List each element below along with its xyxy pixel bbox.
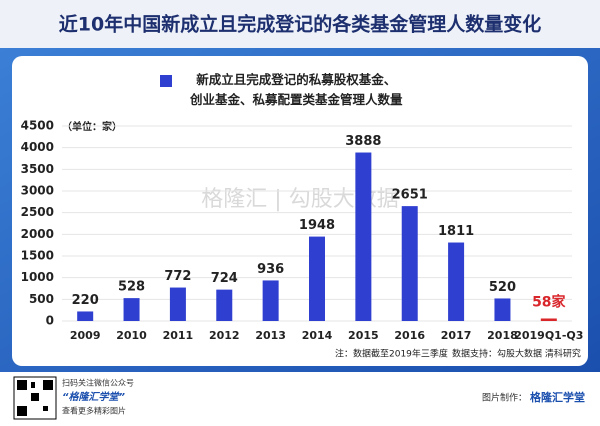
qr-code — [13, 376, 57, 420]
bar — [494, 298, 511, 321]
value-label: 520 — [489, 280, 516, 295]
y-tick-label: 3500 — [21, 162, 54, 176]
maker-label: 图片制作： — [482, 392, 527, 404]
bar — [216, 289, 233, 321]
x-tick-label: 2014 — [302, 329, 333, 342]
value-label: 1811 — [438, 224, 474, 239]
legend-label: 新成立且完成登记的私募股权基金、 创业基金、私募配置类基金管理人数量 — [190, 72, 403, 107]
footer-bg — [0, 372, 600, 426]
value-label: 528 — [118, 280, 145, 295]
y-tick-label: 1000 — [21, 270, 54, 284]
bar — [169, 287, 186, 321]
value-label: 2651 — [392, 188, 428, 203]
bar — [448, 242, 465, 321]
more: 查看更多精彩图片 — [62, 406, 126, 416]
value-label: 58家 — [532, 293, 566, 310]
value-label: 1948 — [299, 218, 335, 233]
value-label: 724 — [211, 271, 238, 286]
qr-caption: 扫码关注微信公众号 — [62, 378, 134, 388]
x-tick-label: 2018 — [487, 329, 518, 342]
y-tick-label: 4000 — [21, 140, 54, 154]
y-tick-label: 2000 — [21, 227, 54, 241]
x-tick-label: 2017 — [441, 329, 472, 342]
x-tick-label: 2009 — [70, 329, 101, 342]
x-tick-label: 2010 — [116, 329, 147, 342]
y-tick-label: 2500 — [21, 205, 54, 219]
bar — [262, 280, 279, 321]
bar — [401, 206, 418, 321]
x-tick-label: 2019Q1-Q3 — [514, 329, 583, 342]
y-tick-label: 1500 — [21, 249, 54, 263]
header-bg — [0, 0, 600, 48]
x-tick-label: 2015 — [348, 329, 379, 342]
legend-swatch — [160, 75, 172, 87]
card — [12, 56, 588, 366]
maker: 格隆汇学堂 — [530, 390, 585, 404]
account: “格隆汇学堂” — [62, 391, 125, 403]
x-tick-label: 2013 — [255, 329, 286, 342]
y-tick-label: 0 — [46, 314, 54, 328]
value-label: 772 — [164, 269, 191, 284]
chart-title: 近10年中国新成立且完成登记的各类基金管理人数量变化 — [59, 13, 541, 36]
note: 注：数据截至2019年三季度 — [335, 348, 448, 360]
bar — [355, 152, 372, 321]
bar — [123, 298, 140, 321]
value-label: 936 — [257, 262, 284, 277]
y-tick-label: 3000 — [21, 184, 54, 198]
value-label: 3888 — [345, 134, 381, 149]
y-tick-label: 500 — [29, 292, 54, 306]
x-tick-label: 2011 — [163, 329, 194, 342]
value-label: 220 — [72, 293, 99, 308]
bar — [540, 318, 557, 321]
x-tick-label: 2016 — [394, 329, 425, 342]
bar — [77, 311, 94, 321]
y-tick-label: 4500 — [21, 119, 54, 133]
bar — [309, 236, 325, 321]
x-tick-label: 2012 — [209, 329, 240, 342]
source: 数据支持：勾股大数据 清科研究 — [452, 348, 581, 360]
